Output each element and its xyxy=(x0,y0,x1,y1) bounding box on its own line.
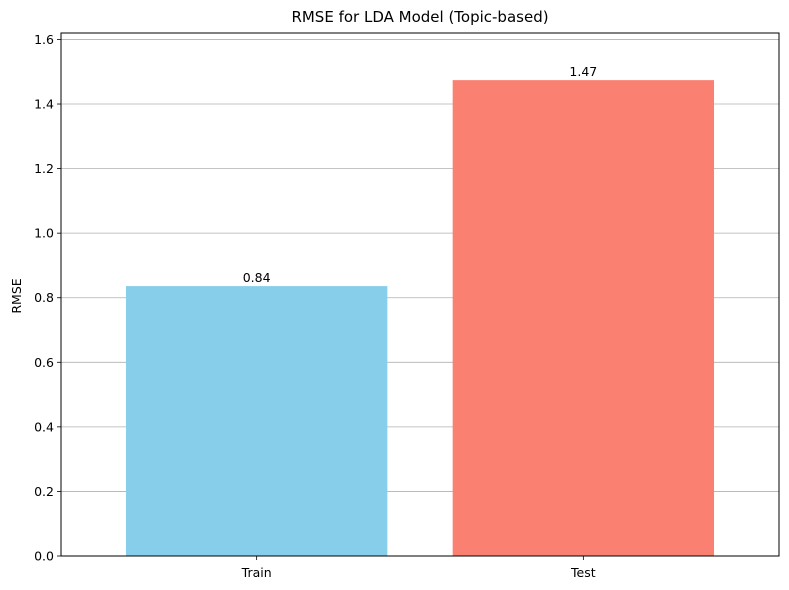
y-tick-label: 0.6 xyxy=(34,355,54,370)
bar-test xyxy=(452,80,715,556)
x-axis-ticks: Train Test xyxy=(241,556,596,580)
y-tick-label: 1.2 xyxy=(34,161,54,176)
data-labels: 0.84 1.47 xyxy=(243,64,598,285)
y-tick-label: 0.2 xyxy=(34,484,54,499)
y-tick-label: 1.4 xyxy=(34,97,54,112)
y-tick-label: 0.4 xyxy=(34,419,54,434)
y-tick-label: 1.6 xyxy=(34,32,54,47)
plot-frame xyxy=(60,32,780,557)
y-axis-ticks: 0.0 0.2 0.4 0.6 0.8 1.0 1.2 1.4 1.6 xyxy=(34,32,61,564)
y-axis-label: RMSE xyxy=(9,278,24,313)
bars xyxy=(125,80,715,556)
x-tick-label: Train xyxy=(241,565,272,580)
y-tick-label: 0.8 xyxy=(34,290,54,305)
y-tick-label: 0.0 xyxy=(34,549,54,564)
x-tick-label: Test xyxy=(570,565,596,580)
chart-title: RMSE for LDA Model (Topic-based) xyxy=(291,8,548,26)
bar-value-label: 0.84 xyxy=(243,270,271,285)
y-tick-label: 1.0 xyxy=(34,226,54,241)
bar-value-label: 1.47 xyxy=(569,64,597,79)
bar-train xyxy=(125,286,388,556)
